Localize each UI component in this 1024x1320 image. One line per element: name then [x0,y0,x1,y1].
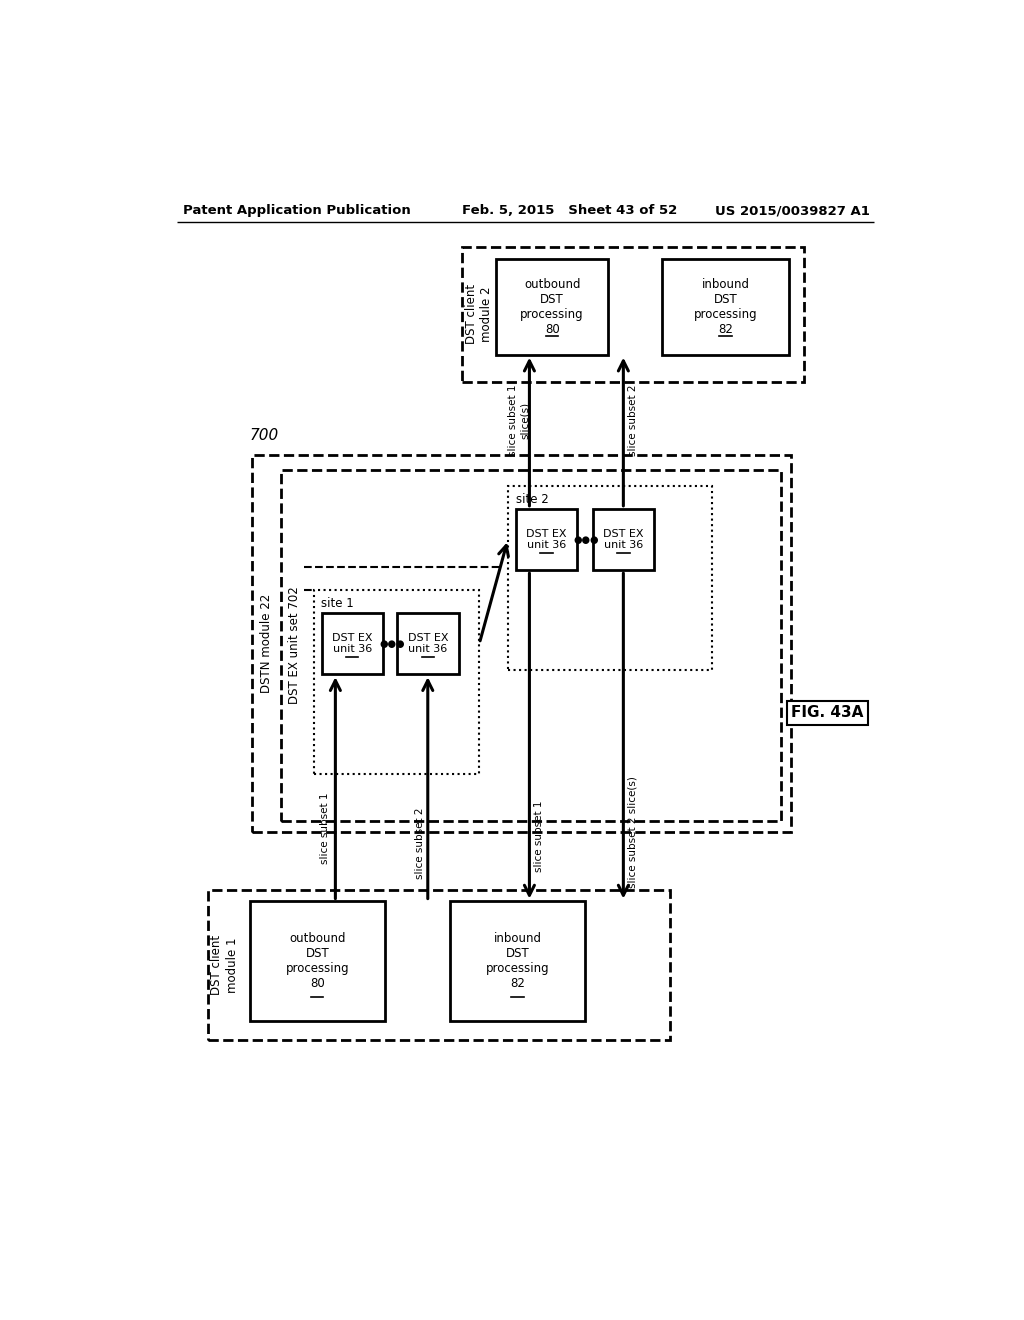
Text: slice subset 1
slice(s): slice subset 1 slice(s) [508,384,529,455]
Text: slice subset 2: slice subset 2 [415,808,425,879]
Bar [208,890,670,1040]
Bar [593,508,654,570]
Text: DST EX
unit 36: DST EX unit 36 [526,529,566,550]
Text: outbound
DST
processing
80: outbound DST processing 80 [286,932,349,990]
Text: outbound
DST
processing
80: outbound DST processing 80 [520,277,584,335]
Bar [281,470,781,821]
Bar [322,612,383,675]
Text: site 1: site 1 [321,597,353,610]
Bar [515,508,578,570]
Text: Patent Application Publication: Patent Application Publication [183,205,411,218]
Text: Feb. 5, 2015   Sheet 43 of 52: Feb. 5, 2015 Sheet 43 of 52 [462,205,677,218]
Bar [397,612,459,675]
Text: DST client
module 1: DST client module 1 [211,935,239,995]
Text: DST EX
unit 36: DST EX unit 36 [603,529,644,550]
Bar [497,259,608,355]
Text: 700: 700 [250,428,280,444]
Text: inbound
DST
processing
82: inbound DST processing 82 [485,932,549,990]
Bar [250,902,385,1020]
Text: FIG. 43A: FIG. 43A [792,705,863,721]
Text: slice subset 2 slice(s): slice subset 2 slice(s) [628,776,638,888]
Bar [662,259,788,355]
Bar [313,590,479,775]
Text: DST EX unit set 702: DST EX unit set 702 [288,586,301,705]
Text: slice subset 1: slice subset 1 [534,800,544,871]
Text: DST EX
unit 36: DST EX unit 36 [332,632,373,655]
Text: DSTN module 22: DSTN module 22 [259,594,272,693]
Bar [252,455,792,832]
Text: site 2: site 2 [516,492,549,506]
Text: ●●●: ●●● [380,639,406,648]
Text: US 2015/0039827 A1: US 2015/0039827 A1 [715,205,869,218]
Text: DST EX
unit ̲36: DST EX unit ̲36 [332,632,373,655]
Text: DST EX
unit 36: DST EX unit 36 [408,632,449,655]
Text: slice subset 2: slice subset 2 [628,384,638,455]
Text: slice subset 1: slice subset 1 [319,792,330,865]
Bar [451,902,585,1020]
Text: ●●●: ●●● [573,535,599,545]
Text: inbound
DST
processing
82: inbound DST processing 82 [693,277,757,335]
Text: DST client
module 2: DST client module 2 [465,284,493,345]
Bar [462,247,804,381]
Bar [508,486,712,671]
